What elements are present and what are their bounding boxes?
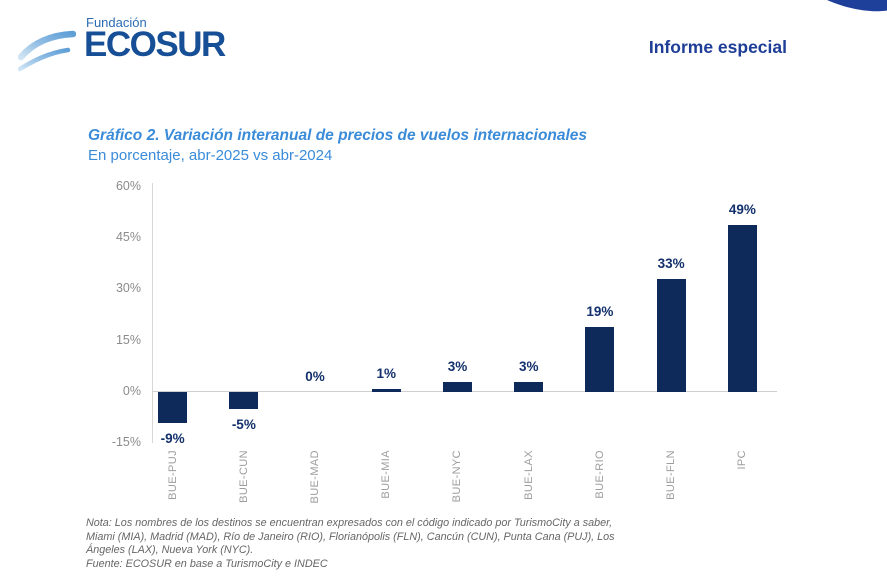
- y-axis-tick-label: 45%: [115, 230, 141, 245]
- bar-value-label: -9%: [160, 430, 185, 446]
- bar-column: -9%: [137, 185, 208, 446]
- bar-value-label: 0%: [305, 369, 325, 384]
- bar-column: 1%: [351, 185, 422, 443]
- brand-small-label: Fundación: [86, 15, 147, 30]
- bar-BUE-FLN: [656, 279, 686, 392]
- bar-value-label: 3%: [447, 358, 468, 374]
- bar-value-label: 1%: [376, 365, 397, 381]
- bar-BUE-LAX: [514, 381, 544, 392]
- bar-column: 49%: [707, 185, 778, 443]
- x-axis-label: IPC: [736, 450, 749, 470]
- y-axis-tick-label: -15%: [111, 435, 141, 450]
- nota-lines: Nota: Los nombres de los destinos se enc…: [86, 517, 615, 558]
- bar-column: 19%: [564, 185, 635, 443]
- x-axis-label: BUE-PUJ: [166, 450, 179, 500]
- chart-title: Gráfico 2. Variación interanual de preci…: [88, 127, 588, 144]
- nota-line: Miami (MIA), Madrid (MAD), Río de Janeir…: [86, 530, 615, 543]
- ecosur-logo: Fundación ECOSUR: [8, 6, 248, 72]
- bar-BUE-RIO: [585, 327, 615, 392]
- bars-row: -9% -5% 0% 1% 3% 3% 19% 33% 49%: [137, 185, 778, 446]
- y-axis-tick-label: 15%: [115, 332, 141, 347]
- x-axis-label: BUE-CUN: [237, 450, 250, 503]
- x-label-cell: BUE-RIO: [564, 450, 635, 522]
- x-axis-label: BUE-MAD: [309, 450, 322, 504]
- bar-column: 0%: [279, 185, 350, 443]
- fuente-line: Fuente: ECOSUR en base a TurismoCity e I…: [86, 557, 328, 570]
- chart-subtitle: En porcentaje, abr-2025 vs abr-2024: [88, 147, 333, 164]
- y-axis-line: [152, 183, 153, 443]
- bar-column: 3%: [493, 185, 564, 443]
- bar-column: 33%: [636, 185, 707, 443]
- y-axis-labels: 60% 45% 30% 15% 0% -15%: [55, 179, 141, 449]
- bar-BUE-MIA: [371, 388, 401, 392]
- x-label-cell: BUE-MAD: [279, 450, 350, 522]
- x-axis-label: BUE-LAX: [522, 450, 535, 500]
- bar-column: -5%: [208, 185, 279, 443]
- x-label-cell: BUE-FLN: [636, 450, 707, 522]
- bar-column: 3%: [422, 185, 493, 443]
- x-label-cell: BUE-PUJ: [137, 450, 208, 522]
- x-label-cell: IPC: [707, 450, 778, 522]
- report-title: Informe especial: [648, 37, 787, 57]
- nota-line: Nota: Los nombres de los destinos se enc…: [86, 517, 613, 529]
- corner-swoosh-icon: [827, 0, 887, 12]
- nota-line: Ángeles (LAX), Nueva York (NYC).: [86, 544, 254, 557]
- bar-BUE-CUN: [229, 392, 259, 410]
- y-axis-tick-label: 60%: [115, 178, 141, 193]
- x-axis-labels: BUE-PUJ BUE-CUN BUE-MAD BUE-MIA BUE-NYC BUE-L…: [137, 450, 778, 522]
- x-axis-label: BUE-MIA: [380, 450, 393, 499]
- bar-value-label: 19%: [586, 304, 614, 320]
- x-axis-label: BUE-NYC: [451, 450, 464, 503]
- y-axis-tick-label: 30%: [115, 281, 141, 296]
- chart-notes: Nota: Los nombres de los destinos se enc…: [86, 517, 615, 571]
- brand-label: ECOSUR: [84, 25, 226, 64]
- x-axis-label: BUE-RIO: [593, 450, 606, 499]
- logo-text: Fundación ECOSUR: [84, 15, 226, 64]
- y-axis-tick-label: 0%: [122, 384, 141, 398]
- bar-IPC: [727, 224, 757, 392]
- x-label-cell: BUE-NYC: [422, 450, 493, 522]
- bar-value-label: 49%: [728, 201, 756, 217]
- bar-value-label: 3%: [518, 358, 539, 374]
- bar-value-label: 33%: [657, 256, 685, 272]
- bar-BUE-PUJ: [158, 392, 188, 423]
- bar-value-label: -5%: [231, 417, 256, 433]
- x-label-cell: BUE-MIA: [351, 450, 422, 522]
- x-axis-label: BUE-FLN: [665, 450, 678, 500]
- logo-swoosh-icon: [18, 30, 76, 72]
- bar-BUE-NYC: [442, 381, 472, 392]
- x-label-cell: BUE-CUN: [208, 450, 279, 522]
- x-label-cell: BUE-LAX: [493, 450, 564, 522]
